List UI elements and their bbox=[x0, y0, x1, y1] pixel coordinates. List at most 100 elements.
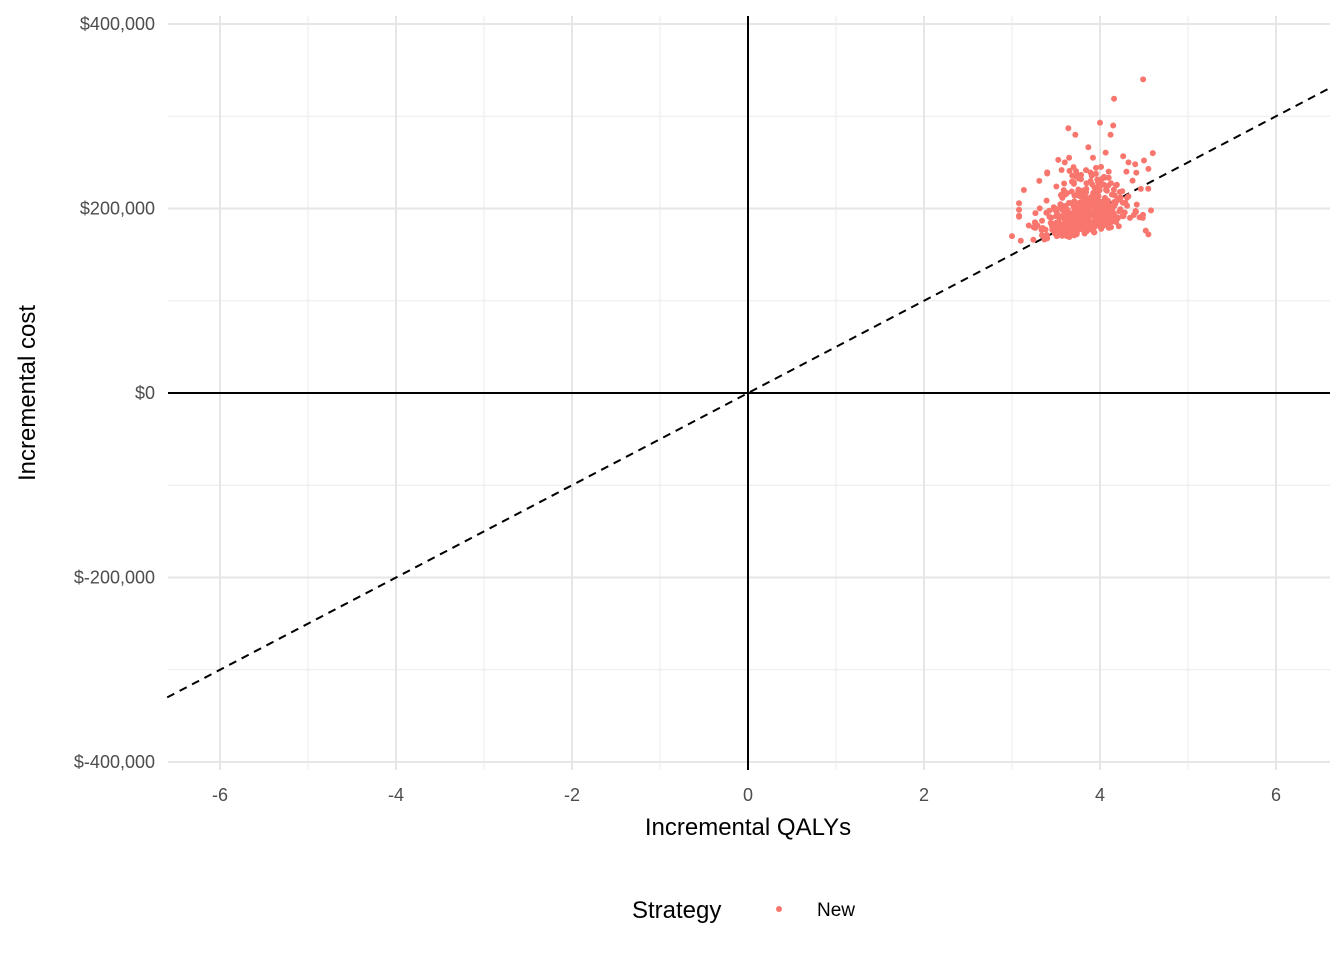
y-axis-title: Incremental cost bbox=[14, 305, 41, 481]
scatter-point bbox=[1090, 202, 1097, 209]
scatter-point bbox=[1129, 177, 1136, 184]
scatter-point bbox=[1097, 119, 1103, 126]
scatter-point bbox=[1108, 224, 1115, 231]
scatter-point bbox=[1016, 206, 1023, 213]
scatter-point bbox=[1067, 231, 1074, 238]
scatter-point bbox=[1009, 233, 1015, 240]
scatter-point bbox=[1105, 168, 1112, 175]
scatter-point bbox=[1132, 208, 1139, 215]
scatter-point bbox=[1052, 219, 1059, 226]
y-axis-tick-labels: $-400,000 $-200,000 $0 $200,000 $400,000 bbox=[74, 14, 155, 772]
x-tick-label: 6 bbox=[1271, 785, 1281, 805]
scatter-point bbox=[1038, 226, 1045, 233]
reference-lines bbox=[166, 16, 1330, 770]
wtp-threshold-line bbox=[166, 87, 1330, 699]
scatter-point bbox=[1046, 213, 1053, 220]
scatter-point bbox=[1083, 196, 1090, 203]
scatter-point bbox=[1075, 205, 1082, 212]
scatter-point bbox=[1065, 125, 1072, 132]
scatter-point bbox=[1139, 211, 1146, 218]
scatter-point bbox=[1145, 185, 1152, 192]
scatter-point bbox=[1141, 157, 1147, 164]
y-tick-label: $-200,000 bbox=[74, 568, 155, 588]
scatter-point bbox=[1149, 150, 1156, 157]
scatter-point bbox=[1098, 163, 1105, 170]
scatter-point bbox=[1036, 205, 1043, 212]
scatter-point bbox=[1036, 177, 1043, 184]
scatter-point bbox=[1073, 200, 1080, 207]
x-tick-label: -6 bbox=[212, 785, 228, 805]
y-tick-label: $0 bbox=[135, 383, 155, 403]
scatter-point bbox=[1061, 159, 1068, 166]
scatter-point bbox=[1126, 214, 1133, 221]
scatter-point bbox=[1032, 210, 1039, 217]
scatter-point bbox=[1108, 191, 1115, 198]
scatter-point bbox=[1072, 131, 1079, 138]
x-tick-label: 0 bbox=[743, 785, 753, 805]
scatter-point bbox=[1148, 207, 1155, 214]
scatter-point bbox=[1085, 144, 1092, 151]
scatter-point bbox=[1145, 165, 1152, 172]
scatter-point bbox=[1081, 208, 1088, 215]
scatter-point bbox=[1064, 225, 1071, 232]
scatter-point bbox=[1066, 154, 1073, 161]
scatter-point bbox=[1055, 156, 1062, 163]
scatter-point bbox=[1115, 223, 1122, 230]
scatter-point bbox=[1061, 208, 1068, 215]
scatter-point bbox=[1104, 217, 1111, 224]
legend-label-new: New bbox=[817, 900, 855, 921]
scatter-point bbox=[1116, 189, 1123, 196]
scatter-point bbox=[1032, 223, 1039, 230]
scatter-point bbox=[1096, 212, 1103, 219]
scatter-point bbox=[1114, 195, 1121, 202]
scatter-point bbox=[1095, 179, 1102, 186]
x-tick-label: -2 bbox=[564, 785, 580, 805]
scatter-point bbox=[1071, 192, 1078, 199]
scatter-point bbox=[1099, 175, 1106, 182]
scatter-point bbox=[1057, 221, 1064, 228]
scatter-point bbox=[1119, 199, 1126, 206]
scatter-point bbox=[1044, 169, 1051, 176]
y-tick-label: $200,000 bbox=[80, 199, 155, 219]
scatter-point bbox=[1039, 217, 1046, 224]
scatter-point bbox=[1080, 227, 1087, 234]
scatter-point bbox=[1125, 159, 1132, 166]
scatter-point bbox=[1083, 167, 1090, 174]
scatter-point bbox=[1091, 217, 1098, 224]
scatter-point bbox=[1043, 209, 1050, 216]
scatter-point bbox=[1102, 149, 1109, 156]
scatter-point bbox=[1052, 206, 1059, 213]
scatter-point bbox=[1061, 180, 1068, 187]
scatter-point bbox=[1110, 186, 1117, 193]
y-tick-label: $-400,000 bbox=[74, 752, 155, 772]
scatter-point bbox=[1057, 204, 1064, 211]
x-tick-label: 4 bbox=[1095, 785, 1105, 805]
scatter-point bbox=[1020, 186, 1027, 193]
scatter-point bbox=[1111, 95, 1118, 102]
scatter-point bbox=[1058, 167, 1065, 174]
scatter-point bbox=[1068, 178, 1075, 185]
scatter-point bbox=[1067, 200, 1074, 207]
scatter-point bbox=[1032, 219, 1039, 226]
scatter-point bbox=[1075, 192, 1082, 199]
scatter-point bbox=[1065, 220, 1072, 227]
scatter-point bbox=[1083, 180, 1090, 187]
scatter-point bbox=[1017, 237, 1024, 244]
scatter-point bbox=[1105, 182, 1112, 189]
scatter-point bbox=[1124, 194, 1131, 201]
scatter-point bbox=[1066, 167, 1073, 174]
scatter-point bbox=[1089, 181, 1096, 188]
scatter-point bbox=[1137, 185, 1144, 192]
scatter-point bbox=[1069, 172, 1076, 179]
scatter-point bbox=[1113, 181, 1120, 188]
scatter-point bbox=[1071, 224, 1078, 231]
x-axis-tick-labels: -6 -4 -2 0 2 4 6 bbox=[212, 785, 1281, 805]
scatter-point bbox=[1097, 202, 1104, 209]
legend: Strategy New bbox=[632, 897, 855, 924]
scatter-point bbox=[1016, 212, 1023, 219]
scatter-point bbox=[1107, 202, 1114, 209]
scatter-point bbox=[1016, 200, 1023, 207]
scatter-point bbox=[1123, 168, 1130, 175]
x-tick-label: 2 bbox=[919, 785, 929, 805]
scatter-point bbox=[1030, 236, 1037, 243]
